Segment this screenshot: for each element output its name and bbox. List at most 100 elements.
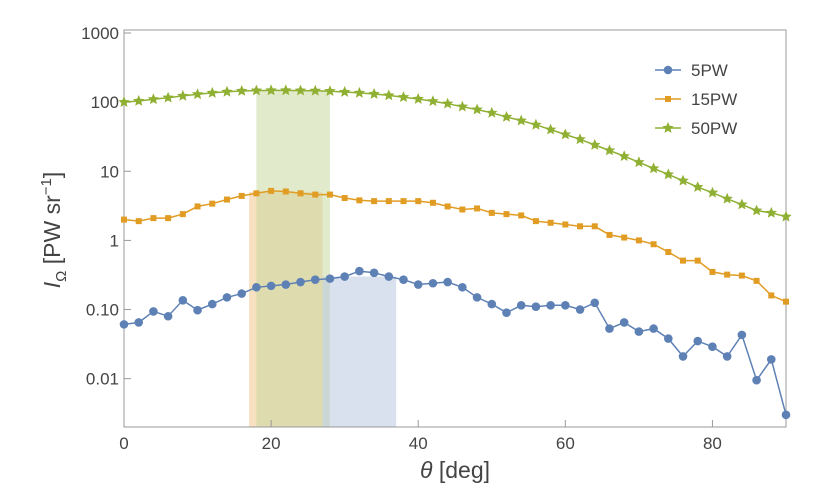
- y-label-sup: −1: [38, 178, 55, 195]
- point: [575, 305, 585, 314]
- legend-marker: [665, 96, 671, 102]
- point: [444, 203, 451, 210]
- point: [456, 100, 469, 112]
- point: [766, 355, 776, 364]
- point: [194, 203, 201, 210]
- x-label-unit: [deg]: [432, 457, 490, 483]
- point: [664, 334, 673, 343]
- point: [530, 118, 542, 130]
- shaded-region: [322, 276, 397, 427]
- point: [325, 274, 335, 283]
- point: [487, 299, 497, 309]
- point: [650, 241, 657, 248]
- point: [400, 198, 407, 205]
- point: [780, 210, 792, 222]
- point: [191, 88, 204, 100]
- point: [266, 281, 276, 291]
- point: [253, 190, 260, 197]
- point: [647, 162, 660, 174]
- point: [488, 209, 495, 216]
- point: [178, 296, 188, 305]
- point: [384, 272, 394, 281]
- point: [296, 277, 305, 287]
- point: [341, 195, 348, 202]
- series-line: [123, 89, 787, 218]
- point: [532, 218, 539, 225]
- point: [312, 191, 319, 198]
- point: [353, 86, 366, 98]
- series-line: [123, 190, 787, 303]
- point: [441, 97, 454, 109]
- point: [265, 84, 277, 96]
- point: [649, 324, 658, 333]
- point: [562, 221, 569, 228]
- point: [193, 305, 202, 315]
- point: [206, 86, 218, 98]
- point: [781, 410, 791, 420]
- legend-marker: [662, 122, 674, 133]
- x-tick-label: 0: [119, 434, 128, 453]
- point: [458, 282, 467, 292]
- point: [163, 311, 173, 321]
- point: [237, 289, 246, 298]
- point: [356, 197, 363, 204]
- point: [326, 191, 333, 198]
- point: [371, 198, 378, 205]
- series-line: [123, 270, 787, 415]
- point: [221, 85, 233, 97]
- point: [385, 198, 392, 205]
- plot-frame: [123, 29, 787, 428]
- point: [413, 280, 423, 289]
- point: [294, 84, 307, 96]
- point: [280, 84, 292, 96]
- point: [662, 168, 674, 180]
- point: [606, 231, 613, 238]
- point: [515, 114, 527, 126]
- point: [119, 320, 129, 329]
- point: [209, 200, 216, 207]
- point: [309, 84, 321, 96]
- point: [415, 198, 422, 205]
- y-label-close: ]: [39, 172, 65, 178]
- point: [709, 268, 716, 275]
- point: [783, 298, 789, 305]
- point: [635, 237, 642, 244]
- point: [147, 93, 160, 105]
- point: [236, 85, 248, 96]
- point: [179, 211, 186, 218]
- point: [472, 293, 482, 302]
- legend-label: 5PW: [691, 61, 728, 80]
- point: [503, 211, 510, 218]
- point: [121, 216, 127, 223]
- point: [561, 301, 570, 310]
- point: [708, 342, 717, 352]
- point: [207, 299, 217, 309]
- x-tick-label: 60: [556, 434, 575, 453]
- point: [177, 89, 189, 101]
- x-tick-label: 80: [703, 434, 722, 453]
- point: [118, 96, 130, 107]
- legend-marker: [663, 65, 673, 75]
- point: [574, 133, 586, 145]
- point: [282, 188, 289, 195]
- point: [547, 219, 554, 226]
- point: [721, 192, 733, 204]
- y-label-unit: [PW sr: [39, 195, 65, 271]
- point: [605, 324, 614, 333]
- point: [678, 352, 688, 361]
- legend-label: 50PW: [691, 119, 737, 138]
- point: [428, 278, 438, 288]
- point: [459, 206, 466, 213]
- point: [634, 327, 644, 336]
- y-axis-label: IΩ [PW sr−1]: [38, 172, 70, 289]
- point: [339, 86, 351, 97]
- point: [694, 257, 701, 264]
- y-tick-label: 10: [100, 162, 119, 181]
- point: [324, 85, 336, 96]
- y-tick-label: 1: [110, 231, 119, 250]
- y-tick-label: 0.10: [86, 301, 119, 320]
- point: [516, 301, 526, 310]
- point: [399, 275, 408, 285]
- point: [618, 150, 630, 162]
- point: [693, 336, 703, 346]
